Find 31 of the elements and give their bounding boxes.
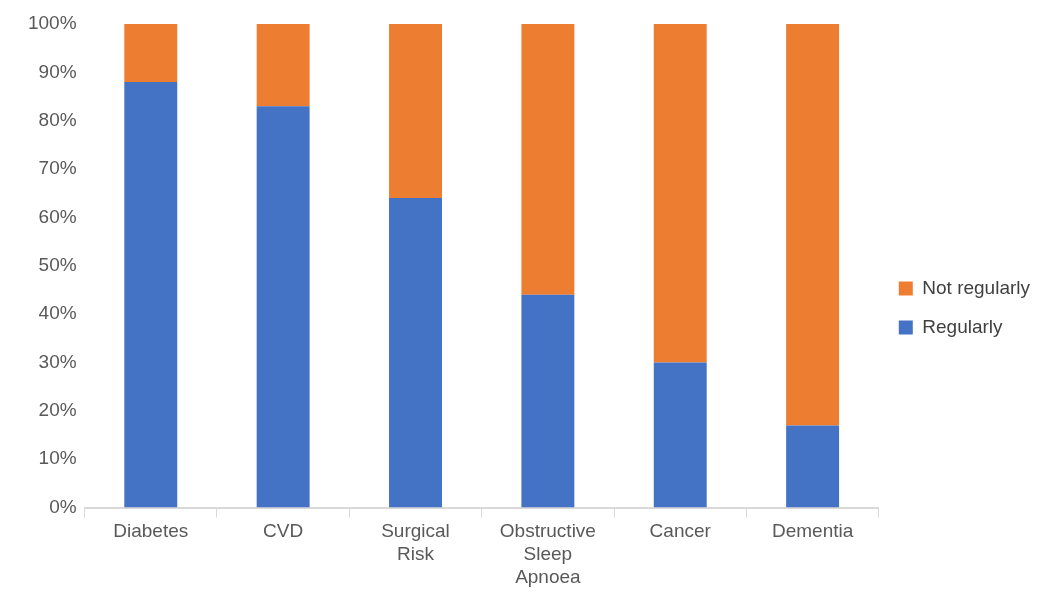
bar	[256, 24, 310, 107]
bar	[389, 24, 442, 199]
y-tick-label: 80%	[38, 108, 77, 130]
legend-label: Regularly	[922, 315, 1004, 337]
y-tick-label: 20%	[38, 399, 77, 421]
y-tick-label: 60%	[38, 205, 77, 227]
bar	[389, 198, 442, 508]
bar	[124, 24, 178, 83]
bar	[653, 362, 707, 508]
y-tick-label: 100%	[27, 12, 77, 34]
bar	[521, 24, 575, 295]
x-tick-label: Cancer	[649, 520, 712, 542]
legend-label: Not regularly	[922, 276, 1031, 298]
x-tick-label: Obstructive Sleep Apnoea	[499, 520, 596, 587]
x-tick-label: Dementia	[771, 520, 854, 542]
bar	[786, 425, 840, 508]
bar	[786, 24, 840, 426]
bar	[256, 106, 310, 508]
y-tick-label: 40%	[38, 302, 77, 324]
y-tick-label: 50%	[38, 254, 77, 276]
bar	[653, 24, 707, 363]
x-tick-label: Surgical Risk	[381, 520, 450, 565]
y-tick-label: 70%	[38, 157, 77, 179]
y-tick-label: 30%	[38, 350, 77, 372]
x-tick-label: Diabetes	[113, 520, 189, 542]
bar	[124, 82, 178, 508]
bar	[521, 294, 575, 508]
x-tick-label: CVD	[263, 520, 304, 542]
y-tick-label: 10%	[38, 447, 77, 469]
y-tick-label: 0%	[49, 495, 77, 517]
y-tick-label: 90%	[38, 60, 77, 82]
